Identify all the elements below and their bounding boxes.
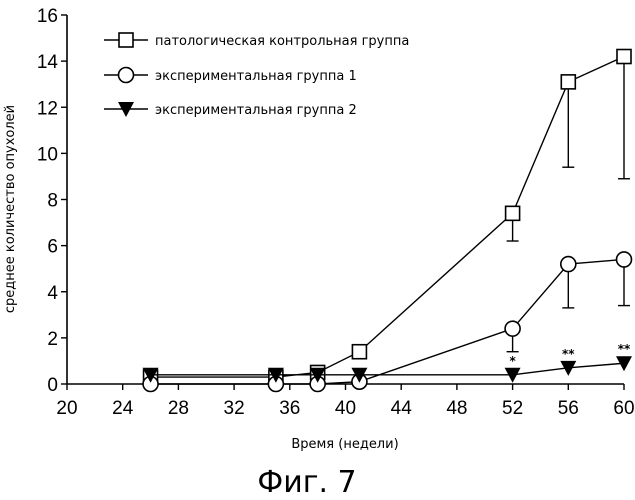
y-tick-label: 0 [47, 375, 58, 396]
data-point-circle [505, 321, 520, 336]
significance-marker: ** [562, 347, 575, 361]
legend-label-exp2: экспериментальная группа 2 [155, 103, 357, 118]
x-tick-label: 44 [391, 398, 413, 419]
x-tick-label: 60 [613, 398, 634, 419]
significance-marker: * [509, 354, 516, 368]
y-tick-label: 2 [47, 329, 58, 350]
x-tick-label: 28 [168, 398, 189, 419]
significance-marker: ** [618, 342, 631, 356]
data-point-square [561, 75, 575, 89]
x-tick-label: 20 [56, 398, 77, 419]
data-point-square [506, 206, 520, 220]
legend-label-control: патологическая контрольная группа [155, 34, 409, 49]
y-tick-label: 4 [47, 283, 58, 304]
series-line [151, 259, 624, 384]
data-point-circle [561, 257, 576, 272]
series-layer [143, 50, 632, 392]
x-tick-label: 48 [446, 398, 467, 419]
legend-square-marker [119, 33, 133, 47]
x-tick-label: 36 [279, 398, 300, 419]
y-tick-label: 12 [37, 98, 58, 119]
x-tick-label: 52 [502, 398, 523, 419]
x-tick-label: 32 [224, 398, 245, 419]
legend: патологическая контрольная группа экспер… [104, 33, 409, 118]
series-line [151, 363, 624, 375]
y-tick-label: 10 [37, 144, 58, 165]
y-tick-label: 6 [47, 237, 58, 258]
x-axis-title: Время (недели) [291, 437, 398, 452]
legend-label-exp1: экспериментальная группа 1 [155, 69, 357, 84]
x-tick-label: 40 [335, 398, 356, 419]
data-point-square [352, 345, 366, 359]
legend-circle-marker [119, 68, 134, 83]
data-point-square [617, 50, 631, 64]
figure-caption: Фиг. 7 [257, 465, 356, 500]
chart: 20242832364044485256600246810121416 ****… [0, 0, 635, 500]
y-tick-label: 8 [47, 191, 58, 212]
y-tick-label: 16 [37, 6, 58, 27]
data-point-circle [617, 252, 632, 267]
y-axis-title: среднее количество опухолей [3, 105, 18, 313]
x-tick-label: 24 [112, 398, 134, 419]
x-tick-label: 56 [558, 398, 579, 419]
y-tick-label: 14 [37, 52, 59, 73]
